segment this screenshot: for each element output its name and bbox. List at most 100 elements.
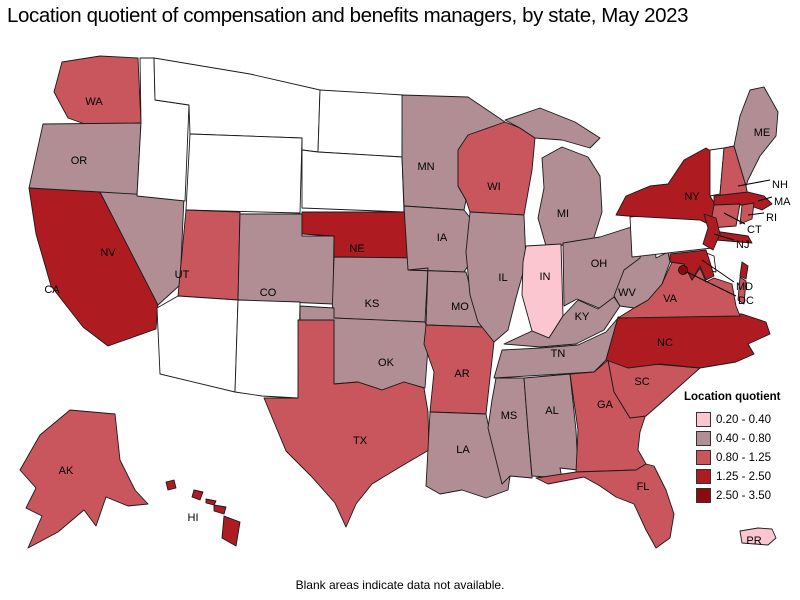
state-wa (53, 55, 142, 129)
state-il (465, 211, 527, 343)
state-label-la: LA (456, 444, 470, 456)
state-ky (503, 296, 621, 348)
state-label-ok: OK (378, 357, 395, 369)
state-hi (165, 479, 177, 491)
state-ut (177, 209, 241, 301)
state-az (156, 295, 239, 393)
state-label-ca: CA (44, 284, 60, 296)
state-nm (234, 299, 301, 399)
legend-item-0: 0.20 - 0.40 (684, 410, 798, 429)
state-label-nh: NH (772, 179, 788, 191)
state-label-hi: HI (188, 512, 199, 524)
legend-range-label-4: 2.50 - 3.50 (716, 489, 771, 502)
legend-items: 0.20 - 0.40 0.40 - 0.80 0.80 - 1.25 1.25 - … (684, 410, 798, 505)
state-label-mo: MO (451, 301, 469, 313)
state-label-co: CO (260, 287, 277, 299)
legend-swatch-4 (696, 488, 711, 503)
state-in (521, 243, 564, 339)
state-label-wi: WI (487, 181, 500, 193)
state-label-ks: KS (365, 298, 380, 310)
state-me (733, 86, 779, 187)
leader-line-ri (747, 212, 765, 216)
footnote: Blank areas indicate data not available. (295, 578, 505, 592)
state-wi (457, 121, 536, 216)
legend-range-label-2: 0.80 - 1.25 (716, 451, 771, 464)
legend-swatch-0 (696, 412, 711, 427)
state-tx (263, 319, 430, 528)
state-label-or: OR (71, 155, 88, 167)
state-mi (537, 146, 603, 247)
legend-item-4: 2.50 - 3.50 (684, 486, 798, 505)
state-ri (739, 202, 755, 225)
state-sd (301, 149, 405, 213)
state-label-wa: WA (85, 96, 103, 108)
state-label-ny: NY (684, 191, 700, 203)
state-label-ky: KY (575, 311, 590, 323)
state-label-mn: MN (417, 161, 434, 173)
legend-item-1: 0.40 - 0.80 (684, 429, 798, 448)
legend-range-label-1: 0.40 - 0.80 (716, 432, 771, 445)
state-label-me: ME (754, 127, 771, 139)
state-label-ut: UT (175, 269, 190, 281)
state-label-nv: NV (100, 247, 116, 259)
leader-line-nh (737, 179, 771, 187)
state-md (739, 261, 749, 280)
legend-swatch-2 (696, 450, 711, 465)
state-label-ma: MA (774, 196, 791, 208)
leader-line-dc (686, 271, 737, 297)
state-hi (221, 515, 241, 547)
state-va (737, 276, 747, 305)
leader-line-md (701, 259, 735, 283)
legend-swatch-3 (696, 469, 711, 484)
state-nd (317, 89, 404, 158)
state-wy (185, 133, 303, 214)
state-label-wv: WV (618, 287, 636, 299)
state-hi (191, 489, 204, 501)
state-al (523, 373, 579, 479)
leader-line-nj (713, 233, 735, 241)
state-fl (535, 463, 675, 549)
state-label-ak: AK (59, 465, 74, 477)
state-label-oh: OH (591, 258, 608, 270)
state-label-ga: GA (597, 399, 614, 411)
state-label-va: VA (663, 293, 678, 305)
legend-item-2: 0.80 - 1.25 (684, 448, 798, 467)
state-hi (213, 504, 227, 515)
state-label-fl: FL (637, 481, 650, 493)
state-mi (504, 107, 601, 149)
state-label-ri: RI (766, 212, 777, 224)
state-label-md: MD (736, 281, 753, 293)
legend: Location quotient 0.20 - 0.40 0.40 - 0.80… (684, 391, 798, 505)
legend-item-3: 1.25 - 2.50 (684, 467, 798, 486)
state-label-nj: NJ (736, 239, 749, 251)
leader-line-ma (757, 196, 773, 202)
state-label-sc: SC (634, 376, 649, 388)
state-label-ct: CT (747, 224, 762, 236)
state-ny (615, 147, 717, 227)
legend-title: Location quotient (684, 391, 781, 403)
state-pr (739, 527, 777, 546)
leader-line-ct (723, 212, 746, 225)
state-label-al: AL (545, 405, 558, 417)
state-label-ne: NE (349, 243, 364, 255)
state-sc (607, 359, 701, 419)
state-label-in: IN (540, 271, 551, 283)
state-hi (205, 498, 217, 506)
state-nc (605, 313, 771, 369)
state-label-ar: AR (454, 368, 469, 380)
state-label-il: IL (498, 272, 507, 284)
state-md (669, 249, 715, 281)
state-dc-dot (678, 265, 688, 275)
state-label-dc: DC (738, 295, 754, 307)
state-label-tx: TX (353, 435, 368, 447)
state-label-mi: MI (557, 208, 569, 220)
state-label-nc: NC (657, 337, 673, 349)
state-label-tn: TN (551, 348, 566, 360)
state-nj (702, 213, 721, 251)
page-title: Location quotient of compensation and be… (7, 4, 689, 27)
state-label-pr: PR (746, 535, 761, 547)
state-ak (19, 409, 149, 549)
legend-range-label-3: 1.25 - 2.50 (716, 470, 771, 483)
